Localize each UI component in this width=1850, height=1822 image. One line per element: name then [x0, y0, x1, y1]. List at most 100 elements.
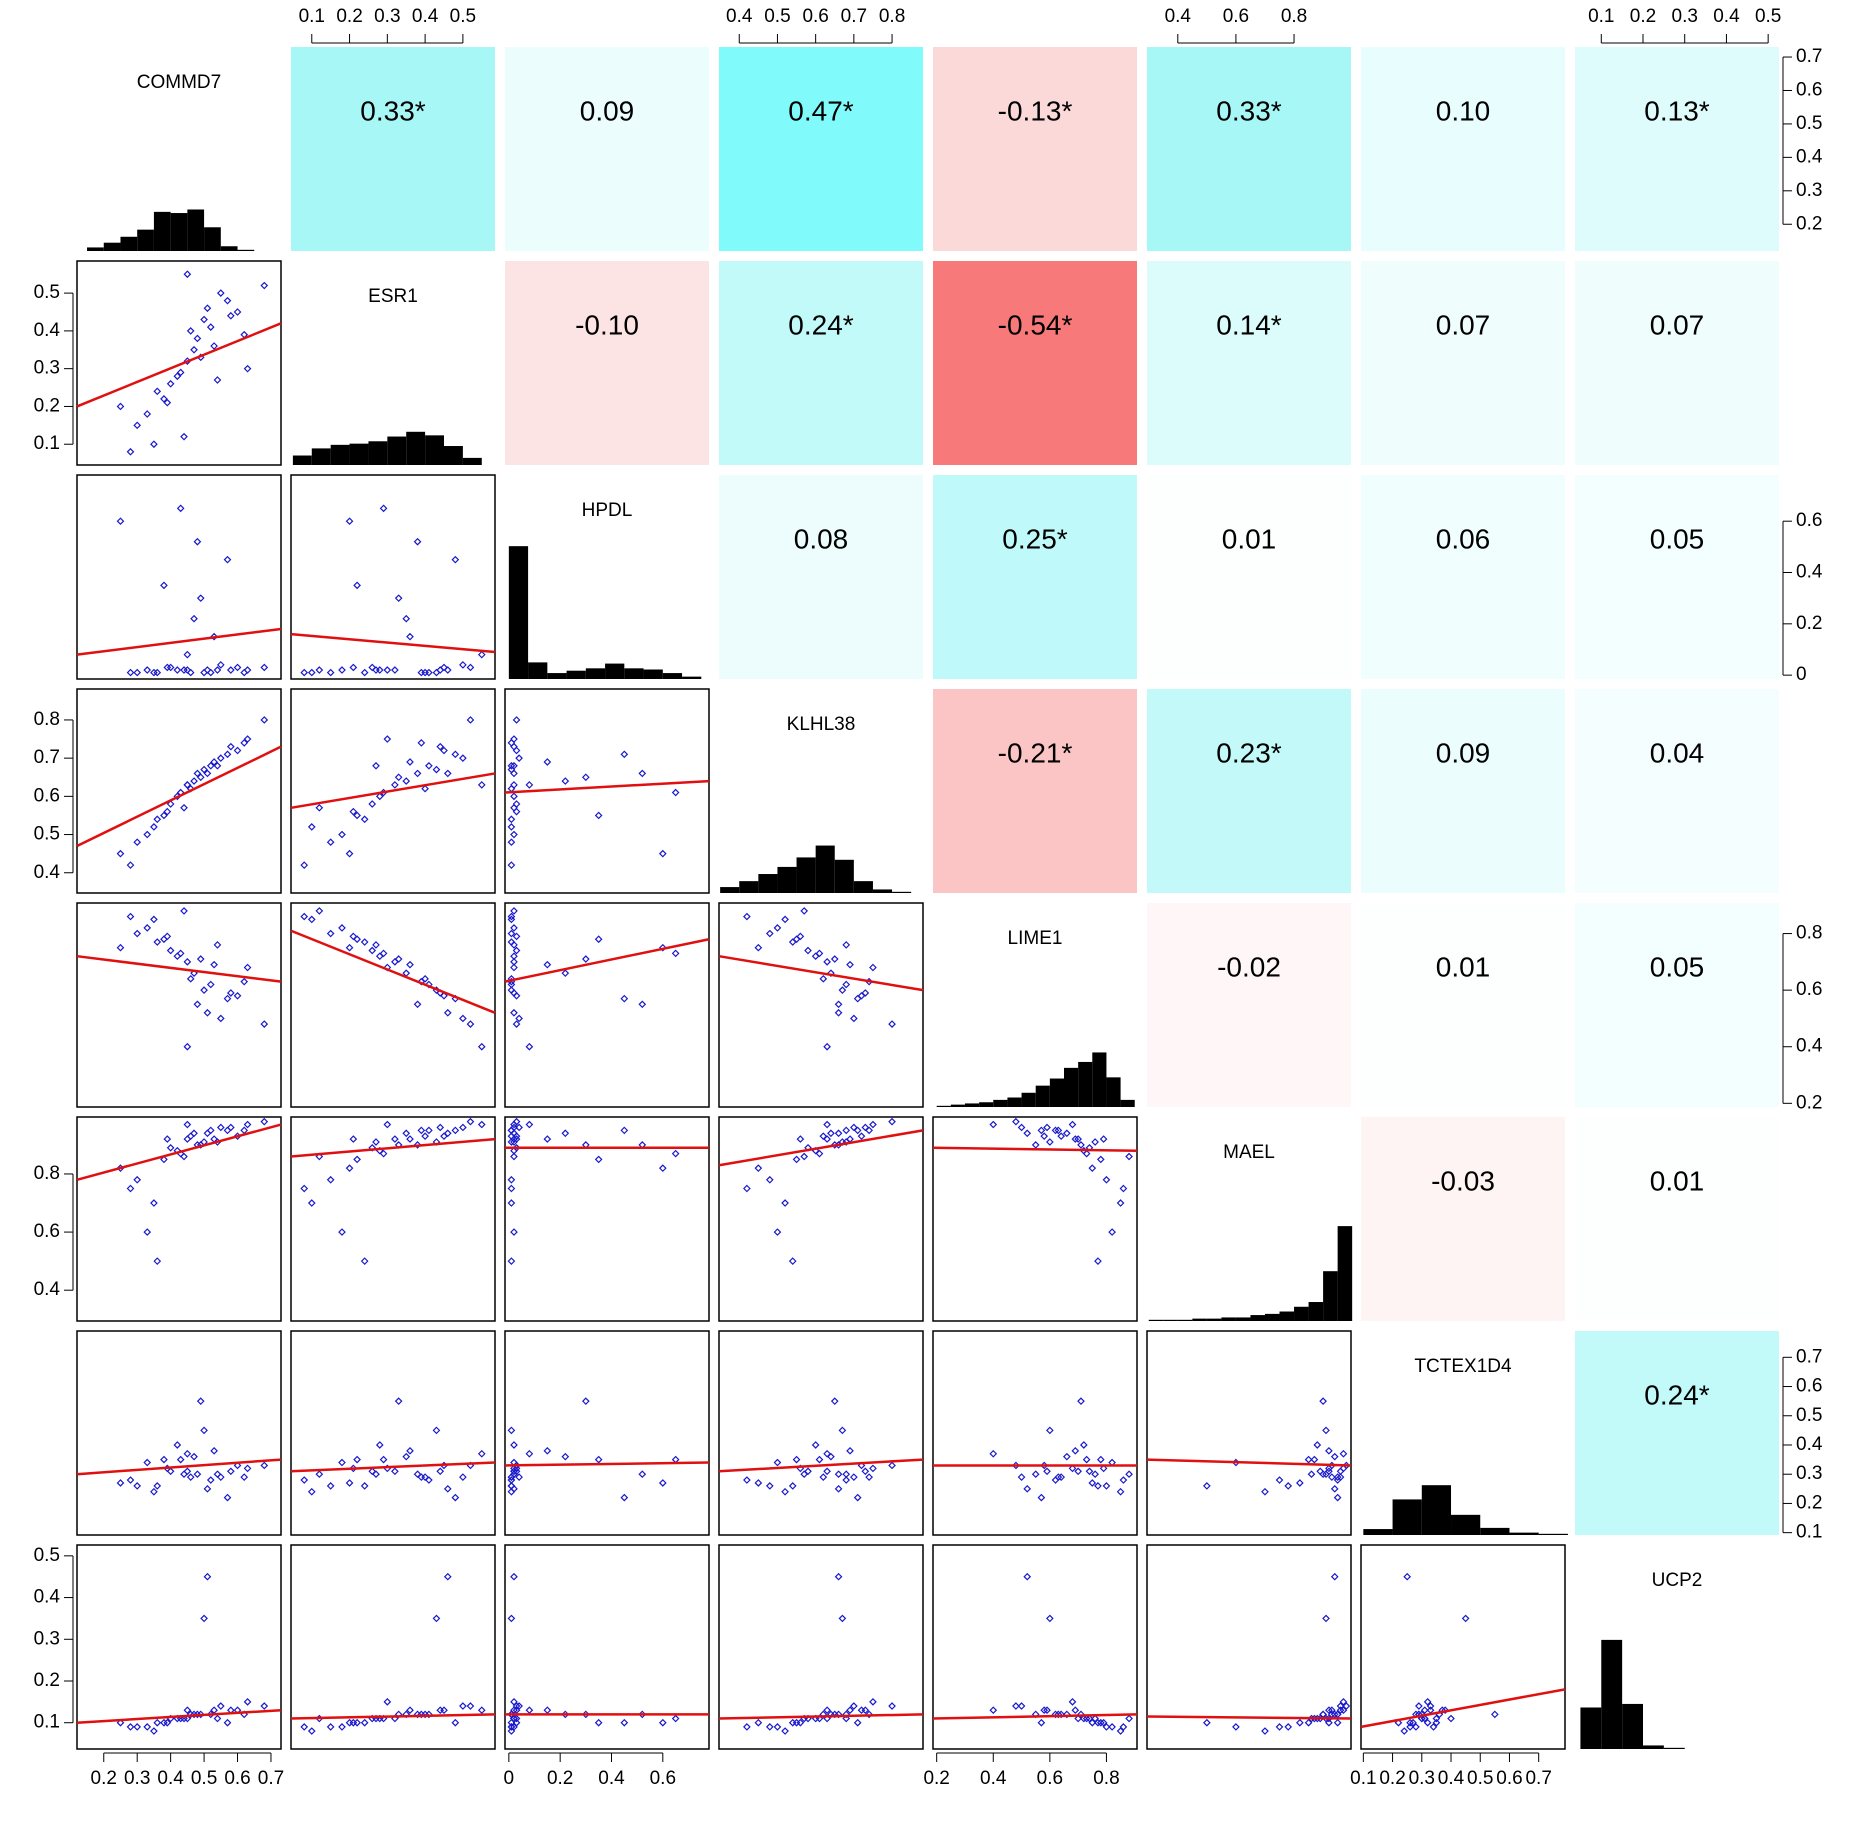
histogram-bar [1163, 1319, 1178, 1321]
scatter-point [1325, 1446, 1333, 1455]
scatter-point [792, 1455, 801, 1464]
scatter-point [1043, 1123, 1051, 1132]
histogram-bar [815, 845, 835, 893]
y-tick-label: 0.8 [34, 1163, 60, 1184]
scatter-point [150, 823, 158, 831]
histogram-bar [1323, 1271, 1338, 1321]
fit-line [504, 937, 710, 983]
scatter-point [133, 1175, 142, 1184]
scatter-point [1423, 1718, 1432, 1727]
scatter-point [1432, 1718, 1441, 1727]
scatter-point [1307, 1470, 1316, 1479]
scatter-point [213, 376, 222, 384]
scatter-point [1420, 1706, 1429, 1715]
scatter-point [1423, 1698, 1432, 1706]
scatter-point [372, 941, 380, 949]
scatter-point [853, 1718, 862, 1727]
scatter-point [512, 1117, 521, 1126]
scatter-point [510, 1008, 518, 1017]
scatter-point [196, 1141, 205, 1149]
scatter-point [417, 977, 426, 986]
scatter-point [1296, 1718, 1304, 1727]
scatter-point [300, 1723, 309, 1731]
scatter-point [243, 364, 252, 373]
scatter-point [1082, 1455, 1091, 1464]
scatter-point [166, 946, 175, 955]
histogram-bar [1538, 1533, 1568, 1535]
histogram-bar [349, 443, 369, 465]
fit-line [290, 929, 496, 1014]
scatter-point [206, 323, 215, 331]
scatter-point [1327, 1706, 1336, 1715]
x-tick-label: 0.5 [764, 6, 790, 27]
scatter-point [1077, 1141, 1085, 1149]
histogram-bar [1106, 1077, 1121, 1107]
panel-frame [504, 1116, 710, 1322]
scatter-point [193, 1000, 202, 1009]
histogram-bar [624, 668, 644, 679]
fit-line [76, 627, 282, 656]
scatter-point [260, 663, 269, 672]
scatter-point [190, 614, 198, 623]
y-tick-label: 0.7 [1796, 1346, 1822, 1367]
scatter-point [743, 1184, 751, 1193]
scatter-point [417, 1126, 426, 1135]
scatter-point [512, 946, 521, 955]
scatter-point [143, 1723, 152, 1731]
scatter-point [815, 949, 824, 958]
scatter-point [116, 402, 125, 411]
fit-line [932, 1146, 1138, 1152]
scatter-point [216, 754, 225, 762]
panel-frame [504, 1544, 710, 1750]
correlation-label: 0.09 [1436, 737, 1491, 768]
scatter-point [1023, 1484, 1032, 1493]
scatter-point [126, 668, 135, 677]
scatter-point [406, 1706, 414, 1715]
scatter-point [1043, 1706, 1051, 1715]
scatter-point [163, 807, 172, 816]
scatter-point [507, 1476, 516, 1484]
scatter-point [1417, 1710, 1426, 1719]
histogram-bar [1192, 1318, 1207, 1321]
scatter-point [507, 815, 516, 824]
panel-frame [76, 1116, 282, 1322]
fit-line [718, 954, 924, 992]
scatter-point [223, 555, 232, 564]
scatter-point [1094, 1482, 1102, 1490]
scatter-point [326, 929, 335, 938]
scatter-point [451, 555, 460, 564]
scatter-point [1409, 1718, 1417, 1727]
correlation-cell [719, 47, 923, 251]
scatter-point [510, 1470, 518, 1479]
y-tick-label: 0.3 [1796, 180, 1822, 201]
panel-frame [932, 1544, 1138, 1750]
histogram-bar [187, 209, 205, 251]
scatter-point [166, 1467, 175, 1476]
correlation-cell [719, 475, 923, 679]
correlation-cell [1147, 475, 1351, 679]
scatter-point [326, 1482, 335, 1490]
scatter-point [338, 1228, 346, 1236]
scatter-point [800, 1470, 809, 1479]
x-tick-label: 0.6 [1223, 6, 1249, 27]
scatter-point [507, 1175, 516, 1184]
histogram-bar [1643, 1745, 1664, 1749]
scatter-point [240, 668, 249, 677]
y-tick-label: 0 [1796, 664, 1807, 685]
scatter-point [223, 1493, 232, 1502]
scatter-point [1046, 1426, 1054, 1435]
scatter-point [180, 1152, 188, 1161]
scatter-point [443, 769, 452, 778]
correlation-cell [1361, 689, 1565, 893]
scatter-point [143, 666, 152, 674]
scatter-point [515, 1123, 523, 1132]
scatter-point [379, 504, 388, 513]
histogram-bar [1177, 1319, 1193, 1321]
scatter-point [368, 663, 377, 672]
scatter-point [394, 955, 403, 963]
scatter-point [372, 666, 380, 674]
scatter-point [451, 1126, 460, 1135]
scatter-point [150, 440, 158, 449]
scatter-point [1447, 1714, 1455, 1723]
